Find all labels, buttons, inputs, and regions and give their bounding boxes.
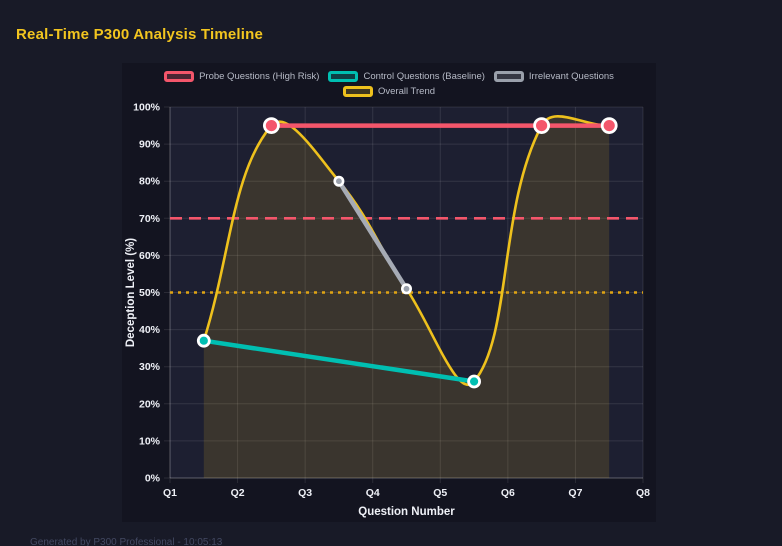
legend-item-trend[interactable]: Overall Trend <box>342 86 436 97</box>
chart-canvas: 0% 10% 20% 30% 40% 50% 60% 70% 80% 90% 100% Q1 Q2 Q3 Q… <box>125 102 650 519</box>
control-point-0[interactable] <box>196 333 211 348</box>
page-title: Real-Time P300 Analysis Timeline <box>16 26 264 43</box>
x-tick-label: Q7 <box>568 487 582 499</box>
legend-item-irrelevant[interactable]: Irrelevant Questions <box>493 71 614 82</box>
legend-item-control[interactable]: Control Questions (Baseline) <box>328 71 485 82</box>
y-tick-label: 60% <box>139 250 161 262</box>
probe-point-1[interactable] <box>533 117 551 134</box>
x-tick-label: Q2 <box>231 487 245 499</box>
legend-row: Overall Trend <box>342 86 436 97</box>
chart-panel: Probe Questions (High Risk) Control Quest… <box>122 63 656 522</box>
probe-swatch-icon <box>164 71 195 82</box>
trend-swatch-icon <box>342 86 373 97</box>
irrelevant-point-1[interactable] <box>400 283 412 295</box>
y-tick-label: 100% <box>133 102 161 114</box>
chart-legend: Probe Questions (High Risk) Control Quest… <box>122 71 656 97</box>
y-tick-label: 0% <box>145 473 161 485</box>
trend-area <box>203 116 610 479</box>
irrelevant-point-0[interactable] <box>333 175 345 187</box>
y-tick-label: 70% <box>139 213 161 225</box>
y-tick-label: 40% <box>139 324 161 336</box>
legend-label: Probe Questions (High Risk) <box>199 71 320 82</box>
control-point-1[interactable] <box>467 374 482 389</box>
legend-label: Overall Trend <box>377 86 436 97</box>
x-tick-label: Q6 <box>501 487 515 499</box>
x-tick-label: Q5 <box>433 487 447 499</box>
legend-label: Irrelevant Questions <box>528 71 614 82</box>
y-tick-label: 50% <box>139 287 161 299</box>
irrelevant-swatch-icon <box>493 71 524 82</box>
y-axis-title: Deception Level (%) <box>125 238 137 347</box>
y-tick-label: 80% <box>139 176 161 188</box>
legend-item-probe[interactable]: Probe Questions (High Risk) <box>164 71 319 82</box>
x-tick-label: Q8 <box>636 487 650 499</box>
irrelevant-line <box>336 178 409 292</box>
control-line <box>201 338 477 384</box>
probe-point-2[interactable] <box>600 117 618 134</box>
control-swatch-icon <box>328 71 359 82</box>
probe-point-0[interactable] <box>262 117 280 134</box>
x-tick-label: Q3 <box>298 487 312 499</box>
y-tick-label: 30% <box>139 361 161 373</box>
y-tick-label: 90% <box>139 139 161 151</box>
y-tick-label: 20% <box>139 398 161 410</box>
footer-note: Generated by P300 Professional - 10:05:1… <box>30 537 223 546</box>
y-tick-label: 10% <box>139 435 161 447</box>
legend-label: Control Questions (Baseline) <box>363 71 485 82</box>
legend-row: Probe Questions (High Risk) Control Quest… <box>164 71 614 82</box>
x-tick-label: Q4 <box>366 487 380 499</box>
x-tick-label: Q1 <box>163 487 177 499</box>
x-axis-title: Question Number <box>358 506 455 518</box>
